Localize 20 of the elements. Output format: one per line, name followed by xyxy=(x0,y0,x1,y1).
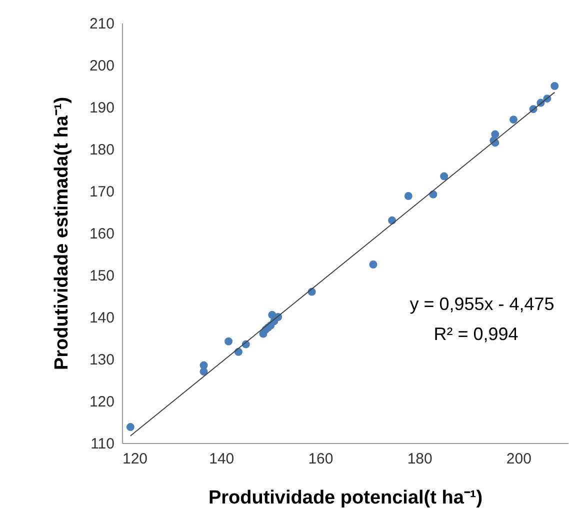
y-tick-label: 160 xyxy=(89,226,114,242)
x-tick-label: 180 xyxy=(407,450,432,468)
y-tick-label: 190 xyxy=(89,100,114,116)
y-tick-label: 180 xyxy=(89,142,114,158)
y-tick-label: 200 xyxy=(89,58,114,74)
y-tick-label: 130 xyxy=(89,352,114,368)
x-tick-label: 120 xyxy=(122,450,148,468)
x-tick-label: 160 xyxy=(308,450,334,468)
y-tick-label: 110 xyxy=(90,436,114,452)
x-tick-label: 140 xyxy=(209,450,234,468)
x-tick-label: 200 xyxy=(506,450,532,468)
y-axis-title: Produtividade estimada(t ha⁻¹) xyxy=(51,96,72,370)
y-tick-label: 120 xyxy=(89,394,114,410)
annotation: y = 0,955x - 4,475 xyxy=(410,294,554,314)
y-tick-label: 170 xyxy=(89,184,114,200)
y-tick-label: 140 xyxy=(89,310,114,326)
y-tick-label: 210 xyxy=(89,16,114,32)
x-axis-title: Produtividade potencial(t ha⁻¹) xyxy=(208,488,483,508)
annotation: R² = 0,994 xyxy=(434,324,518,344)
y-tick-label: 150 xyxy=(89,268,114,284)
